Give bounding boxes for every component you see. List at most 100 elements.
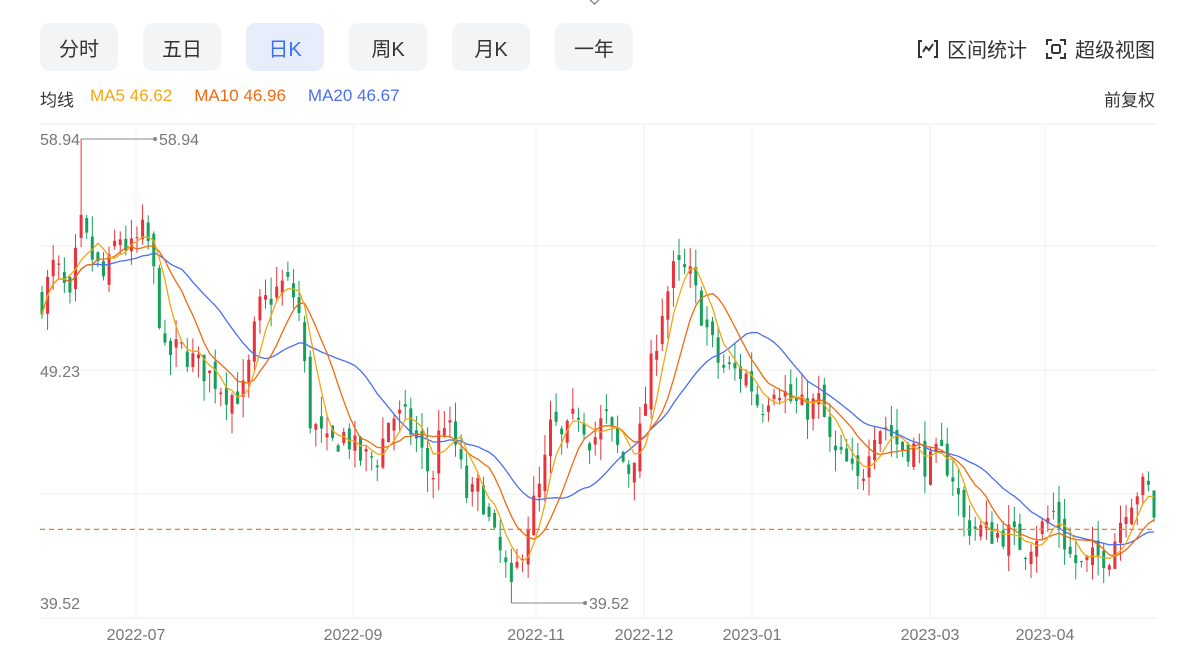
- candle-body: [331, 425, 335, 438]
- high-marker-dot: [153, 137, 157, 141]
- ma10-legend: MA10 46.96: [194, 86, 286, 105]
- x-tick-label: 2022-09: [324, 627, 383, 644]
- collapse-chevron-icon[interactable]: [588, 0, 601, 5]
- candle-body: [174, 339, 178, 348]
- candle-body: [778, 397, 782, 401]
- candle-body: [1001, 530, 1005, 547]
- candle-body: [649, 353, 653, 410]
- candle-body: [699, 290, 703, 326]
- x-tick-label: 2023-04: [1016, 627, 1075, 644]
- candle-body: [398, 409, 402, 414]
- candle-body: [968, 520, 972, 536]
- candle-body: [1040, 521, 1044, 535]
- candle-body: [761, 414, 765, 416]
- candle-body: [1102, 550, 1106, 569]
- candle-body: [230, 395, 234, 414]
- candle-body: [543, 454, 547, 492]
- candle-body: [437, 430, 441, 474]
- candle-body: [325, 433, 329, 438]
- candle-body: [476, 478, 480, 492]
- candle-body: [481, 485, 485, 515]
- tab-monthly-k[interactable]: 月K: [452, 23, 530, 71]
- candle-body: [370, 456, 374, 458]
- candle-body: [442, 428, 446, 436]
- candle-body: [269, 298, 273, 305]
- candle-body: [806, 398, 810, 420]
- ma5-line: [41, 236, 1155, 562]
- candle-body: [1063, 518, 1067, 550]
- candle-body: [783, 391, 787, 397]
- candle-body: [683, 264, 687, 268]
- ma20-legend: MA20 46.67: [307, 86, 400, 105]
- candle-body: [1130, 507, 1134, 525]
- candle-body: [895, 430, 899, 445]
- candle-body: [213, 361, 217, 389]
- candle-body: [1057, 501, 1061, 528]
- ma10-line: [41, 245, 1155, 557]
- candle-body: [666, 291, 670, 320]
- candle-body: [1107, 565, 1111, 570]
- candle-body: [621, 452, 625, 462]
- super-view-button[interactable]: 超级视图: [1045, 34, 1155, 63]
- candle-body: [962, 490, 966, 518]
- candle-body: [152, 233, 156, 267]
- candle-body: [420, 431, 424, 448]
- candle-body: [280, 280, 284, 294]
- candle-body: [956, 488, 960, 495]
- candle-body: [755, 394, 759, 406]
- candle-body: [990, 522, 994, 544]
- candle-body: [85, 218, 89, 233]
- candle-body: [677, 255, 681, 260]
- tab-five-day[interactable]: 五日: [143, 23, 221, 71]
- tab-intraday[interactable]: 分时: [40, 23, 118, 71]
- candle-body: [643, 403, 647, 416]
- candle-body: [224, 387, 228, 405]
- candlestick-chart[interactable]: 58.94 49.23 39.52 2022-07 2022-09 2022-11 2022…: [0, 110, 1179, 656]
- candle-body: [386, 422, 390, 443]
- tab-daily-k[interactable]: 日K: [246, 23, 324, 71]
- candle-body: [599, 418, 603, 440]
- candle-body: [1051, 510, 1055, 512]
- axis-labels: 58.94 49.23 39.52 2022-07 2022-09 2022-11 2022…: [40, 132, 1074, 644]
- candle-body: [694, 266, 698, 286]
- candle-body: [945, 443, 949, 476]
- candle-body: [124, 238, 128, 251]
- candle-body: [493, 513, 497, 528]
- candle-body: [202, 354, 206, 382]
- candle-body: [57, 263, 61, 265]
- candle-body: [733, 363, 737, 369]
- forward-adjust-toggle[interactable]: 前复权: [1104, 91, 1155, 110]
- candle-body: [163, 333, 167, 343]
- candle-body: [470, 484, 474, 492]
- candle-body: [705, 319, 709, 328]
- candle-body: [1096, 540, 1100, 556]
- candle-body: [722, 364, 726, 368]
- candle-body: [297, 297, 301, 314]
- candle-body: [766, 405, 770, 412]
- candle-body: [1074, 555, 1078, 564]
- candle-body: [157, 268, 161, 328]
- candle-body: [208, 370, 212, 374]
- candle-body: [1029, 551, 1033, 565]
- candle-body: [252, 321, 256, 362]
- candle-body: [917, 447, 921, 449]
- candle-body: [1012, 521, 1016, 528]
- candle-body: [811, 398, 815, 419]
- candle-body: [521, 559, 525, 561]
- interval-stats-button[interactable]: 区间统计: [917, 34, 1027, 63]
- candle-body: [884, 427, 888, 429]
- candle-body: [928, 451, 932, 485]
- tab-one-year[interactable]: 一年: [555, 23, 633, 71]
- candle-body: [135, 237, 139, 239]
- candle-body: [537, 483, 541, 498]
- candle-body: [515, 561, 519, 568]
- interval-stats-icon: [918, 39, 938, 58]
- candle-body: [593, 437, 597, 445]
- candle-body: [1068, 546, 1072, 554]
- low-marker-dot: [583, 601, 587, 605]
- tab-weekly-k[interactable]: 周K: [349, 23, 427, 71]
- candle-body: [90, 236, 94, 260]
- candle-body: [571, 408, 575, 414]
- chart-grid: [40, 123, 1156, 619]
- candles: [40, 139, 1156, 603]
